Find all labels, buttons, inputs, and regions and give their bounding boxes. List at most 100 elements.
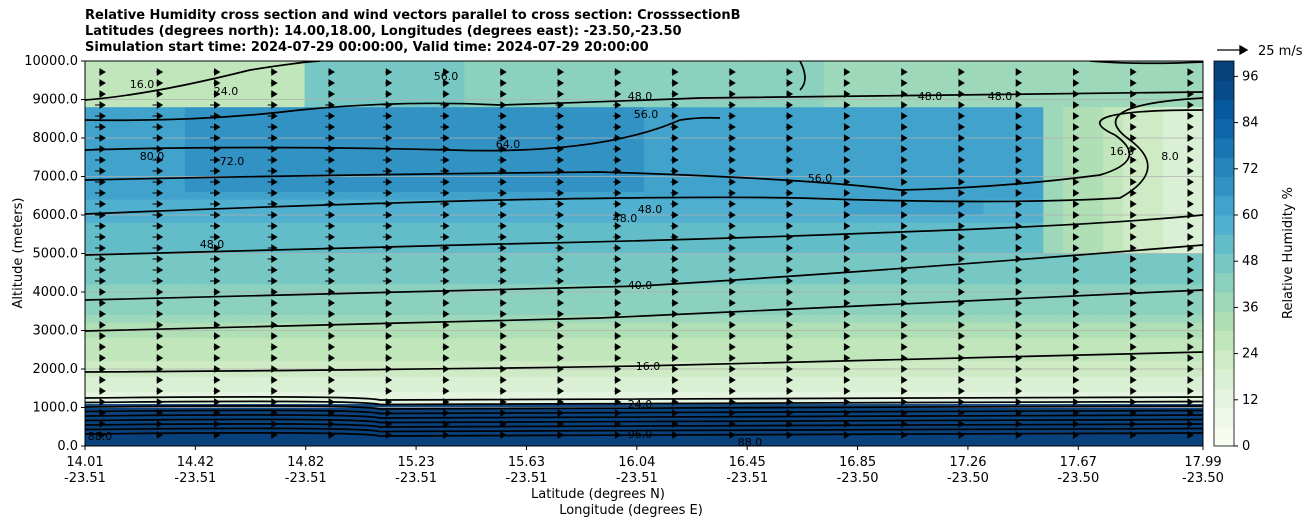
field-cell <box>284 184 306 193</box>
field-cell <box>943 161 965 170</box>
field-cell <box>823 114 845 124</box>
field-cell <box>624 338 645 347</box>
x-tick-label-lon: -23.51 <box>616 471 658 486</box>
field-cell <box>644 268 665 278</box>
field-cell <box>444 345 465 355</box>
field-cell <box>104 261 126 270</box>
field-cell <box>424 61 445 70</box>
field-cell <box>344 253 366 262</box>
field-cell <box>863 299 885 308</box>
field-cell <box>923 176 945 185</box>
wind-vector <box>499 398 507 406</box>
field-cell <box>404 61 425 70</box>
field-cell <box>184 230 206 239</box>
field-cell <box>683 138 705 147</box>
field-cell <box>1043 276 1064 285</box>
field-cell <box>723 268 745 278</box>
field-cell <box>424 292 445 301</box>
wind-vector <box>557 343 565 351</box>
field-cell <box>1103 145 1124 154</box>
field-cell <box>344 153 366 162</box>
wind-vector <box>1015 233 1023 241</box>
field-cell <box>1103 61 1124 70</box>
field-cell <box>1023 284 1044 293</box>
x-tick-label-lat: 15.63 <box>508 455 545 470</box>
wind-vector <box>210 277 221 285</box>
wind-vector <box>382 222 393 230</box>
field-cell <box>1143 261 1164 270</box>
field-cell <box>823 299 845 308</box>
field-cell <box>1103 168 1124 178</box>
field-cell <box>763 261 785 270</box>
wind-vector <box>1130 189 1137 197</box>
field-cell <box>304 122 326 131</box>
field-cell <box>683 84 705 93</box>
field-cell <box>1103 230 1124 239</box>
wind-vector <box>95 255 106 263</box>
field-cell <box>1083 138 1104 147</box>
field-cell <box>983 245 1004 255</box>
field-cell <box>1143 184 1164 193</box>
wind-vector <box>728 343 736 351</box>
field-cell <box>204 238 226 247</box>
field-cell <box>604 184 625 193</box>
wind-vector <box>99 409 106 417</box>
field-cell <box>1083 161 1104 170</box>
wind-vector <box>497 233 507 241</box>
field-cell <box>723 338 745 347</box>
wind-vector <box>156 398 164 406</box>
field-cell <box>85 176 106 185</box>
field-cell <box>504 207 525 216</box>
field-cell <box>384 130 406 139</box>
field-cell <box>164 376 186 385</box>
field-cell <box>863 145 885 154</box>
field-cell <box>763 199 785 208</box>
field-cell <box>164 68 186 77</box>
wind-vector <box>786 332 794 340</box>
field-cell <box>544 215 565 224</box>
field-cell <box>983 68 1004 77</box>
field-cell <box>164 292 186 301</box>
contour-labels: 16.040.056.048.048.072.080.016.024.056.0… <box>88 70 1179 446</box>
wind-vector <box>440 277 450 285</box>
wind-vector <box>1015 266 1023 274</box>
field-cell <box>144 376 166 385</box>
field-cell <box>923 245 945 255</box>
field-cell <box>224 315 246 324</box>
field-cell <box>484 222 505 231</box>
field-cell <box>104 384 126 393</box>
field-cell <box>144 245 166 255</box>
field-cell <box>923 369 945 378</box>
field-cell <box>464 276 485 285</box>
field-cell <box>504 84 525 93</box>
field-cell <box>85 399 106 409</box>
field-cell <box>1123 268 1144 278</box>
field-cell <box>1143 284 1164 293</box>
field-cell <box>1083 369 1104 378</box>
field-cell <box>723 138 745 147</box>
field-cell <box>903 215 925 224</box>
wind-vector <box>270 299 278 307</box>
field-cell <box>903 307 925 316</box>
field-cell <box>404 353 425 362</box>
field-cell <box>604 68 625 77</box>
wind-vector <box>95 112 106 120</box>
field-cell <box>144 322 166 332</box>
field-cell <box>504 76 525 85</box>
field-cell <box>743 91 765 101</box>
field-cell <box>244 68 266 77</box>
field-cell <box>723 330 745 339</box>
field-cell <box>244 130 266 139</box>
field-cell <box>624 369 645 378</box>
field-cell <box>284 292 306 301</box>
field-cell <box>184 184 206 193</box>
wind-vector <box>325 277 336 285</box>
field-cell <box>324 122 346 131</box>
field-cell <box>85 307 106 316</box>
field-cell <box>823 292 845 301</box>
field-cell <box>584 307 605 316</box>
field-cell <box>264 168 286 178</box>
wind-vector <box>328 343 336 351</box>
wind-vector <box>728 90 736 98</box>
